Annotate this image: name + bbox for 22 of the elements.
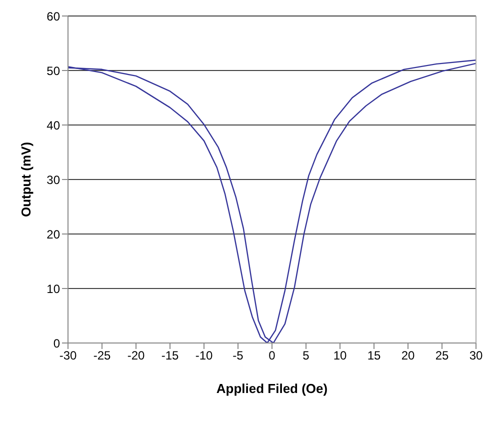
y-tick-label: 0 — [53, 336, 60, 350]
x-tick-label: 20 — [401, 348, 415, 363]
x-tick-label: 0 — [268, 348, 276, 363]
y-tick-label: 40 — [46, 118, 60, 132]
x-tick-label: -15 — [161, 348, 179, 363]
y-tick-label: 50 — [46, 64, 60, 78]
y-tick-label: 60 — [46, 9, 60, 24]
x-tick-label: 30 — [469, 348, 483, 363]
x-tick-label: 25 — [435, 348, 449, 363]
y-tick-label: 30 — [46, 172, 60, 187]
x-tick-label: 15 — [367, 348, 381, 363]
x-tick-label: -10 — [195, 348, 213, 363]
y-tick-label: 10 — [46, 282, 60, 296]
x-tick-label: -25 — [93, 348, 111, 363]
x-tick-label: -20 — [127, 348, 145, 363]
x-tick-label: 10 — [333, 348, 347, 363]
y-axis-title: Output (mV) — [18, 142, 34, 218]
x-tick-label: -30 — [59, 348, 77, 363]
x-tick-label: -5 — [232, 348, 244, 363]
x-axis-title: Applied Filed (Oe) — [216, 381, 328, 396]
x-tick-label: 5 — [302, 348, 310, 363]
y-tick-label: 20 — [46, 227, 60, 242]
